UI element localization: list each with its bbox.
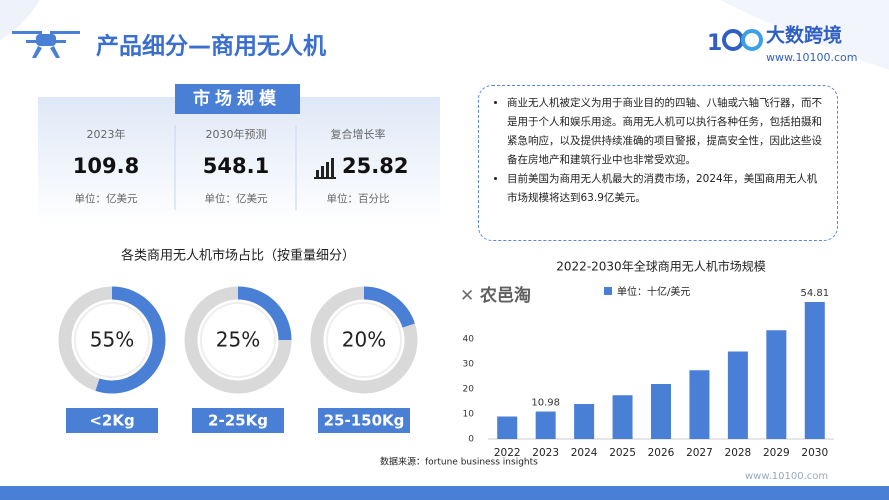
bar bbox=[497, 416, 518, 439]
donut-arc bbox=[237, 286, 292, 341]
logo-url: www.10100.com bbox=[766, 51, 857, 64]
x-tick-label: 2029 bbox=[763, 447, 790, 459]
donut-label: 20% bbox=[342, 328, 386, 352]
y-tick-label: 30 bbox=[463, 360, 475, 370]
x-tick-label: 2024 bbox=[571, 447, 598, 459]
stat-value: 109.8 bbox=[73, 154, 139, 178]
decor bbox=[0, 0, 40, 40]
bar bbox=[574, 404, 595, 439]
stat-label: 2023年 bbox=[87, 127, 126, 141]
bar bbox=[651, 384, 671, 439]
x-tick-label: 2022 bbox=[494, 447, 521, 459]
bar bbox=[612, 395, 633, 439]
category-label: 2-25Kg bbox=[208, 412, 268, 430]
drone-icon bbox=[12, 31, 80, 58]
y-tick-label: 40 bbox=[463, 335, 475, 345]
donut-arc bbox=[95, 286, 166, 394]
stat-unit: 单位：亿美元 bbox=[75, 192, 138, 205]
chart-icon bbox=[314, 158, 336, 179]
description: 商业无人机被定义为用于商业目的的四轴、八轴或六轴飞行器，而不是用于个人和娱乐用途… bbox=[478, 85, 838, 241]
decor bbox=[720, 0, 889, 70]
y-tick-label: 0 bbox=[468, 435, 474, 445]
donut-label: 55% bbox=[90, 328, 134, 352]
footer-url: www.10100.com bbox=[745, 471, 828, 482]
x-tick-label: 2026 bbox=[648, 447, 675, 459]
stat-label: 2030年预测 bbox=[206, 127, 267, 141]
legend-label: 单位：十亿/美元 bbox=[617, 285, 690, 298]
category-label: <2Kg bbox=[89, 412, 134, 430]
donut-label: 25% bbox=[216, 328, 260, 352]
stats-tab-title: 市场规模 bbox=[193, 88, 281, 109]
legend-swatch bbox=[604, 287, 612, 295]
bottom-bar bbox=[0, 486, 889, 500]
stat-unit: 单位：亿美元 bbox=[205, 192, 268, 205]
logo-text: 大数跨境 bbox=[766, 24, 842, 47]
category-box bbox=[318, 408, 410, 433]
svg-text:1: 1 bbox=[707, 31, 722, 56]
category-box bbox=[66, 408, 158, 433]
stat-label: 复合增长率 bbox=[331, 127, 386, 141]
stat-value: 25.82 bbox=[342, 154, 408, 178]
category-box bbox=[192, 408, 284, 433]
y-tick-label: 20 bbox=[463, 385, 475, 395]
x-tick-label: 2025 bbox=[609, 447, 636, 459]
logo-mark: 1 bbox=[707, 29, 763, 56]
donut-center bbox=[200, 302, 276, 378]
donut-arc bbox=[363, 286, 415, 328]
x-tick-label: 2030 bbox=[801, 447, 828, 459]
x-tick-label: 2023 bbox=[532, 447, 559, 459]
x-tick-label: 2028 bbox=[725, 447, 752, 459]
x-tick-label: 2027 bbox=[686, 447, 713, 459]
donut-center bbox=[74, 302, 150, 378]
bar bbox=[689, 370, 710, 439]
bar bbox=[804, 301, 825, 439]
chart-title: 各类商用无人机市场占比（按重量细分） bbox=[121, 248, 355, 264]
chart-title: 2022-2030年全球商用无人机市场规模 bbox=[556, 259, 765, 274]
donut-center bbox=[326, 302, 402, 378]
bar bbox=[766, 330, 787, 439]
category-label: 25-150Kg bbox=[324, 412, 405, 430]
value-label: 10.98 bbox=[531, 398, 560, 409]
watermark: ✕ bbox=[460, 286, 474, 306]
page-title: 产品细分—商用无人机 bbox=[96, 33, 326, 60]
value-label: 54.81 bbox=[800, 288, 829, 299]
bullet: 目前美国为商用无人机最大的消费市场，2024年，美国商用无人机市场规模将达到63… bbox=[507, 170, 827, 208]
source: 数据来源：fortune business insights bbox=[380, 456, 538, 468]
stat-unit: 单位：百分比 bbox=[327, 192, 390, 205]
y-tick-label: 10 bbox=[463, 410, 475, 420]
stat-value: 548.1 bbox=[203, 154, 269, 178]
bar bbox=[727, 351, 748, 439]
bullet: 商业无人机被定义为用于商业目的的四轴、八轴或六轴飞行器，而不是用于个人和娱乐用途… bbox=[507, 94, 827, 170]
stats-tab bbox=[175, 84, 300, 114]
stats-panel bbox=[38, 97, 440, 225]
bar bbox=[535, 411, 556, 439]
watermark: 农邑淘 bbox=[479, 285, 531, 306]
